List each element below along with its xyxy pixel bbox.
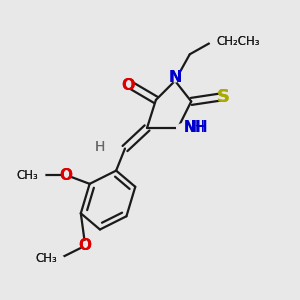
Ellipse shape <box>62 171 70 179</box>
Text: O: O <box>60 167 73 182</box>
Text: H: H <box>95 140 105 154</box>
Text: CH₃: CH₃ <box>35 252 57 266</box>
Ellipse shape <box>81 242 89 250</box>
Text: O: O <box>121 78 135 93</box>
Ellipse shape <box>96 143 104 151</box>
Ellipse shape <box>32 171 45 179</box>
Text: NH: NH <box>183 120 208 135</box>
Text: S: S <box>217 88 230 106</box>
Ellipse shape <box>220 93 228 101</box>
Text: O: O <box>79 238 92 253</box>
Ellipse shape <box>210 37 223 45</box>
Text: CH₂CH₃: CH₂CH₃ <box>216 34 260 48</box>
Text: N: N <box>168 70 182 86</box>
Text: N: N <box>168 70 182 86</box>
Ellipse shape <box>124 81 132 89</box>
Text: CH₃: CH₃ <box>16 169 38 182</box>
Text: O: O <box>121 78 135 93</box>
Text: H: H <box>95 140 105 154</box>
Text: CH₂CH₃: CH₂CH₃ <box>216 34 260 48</box>
Text: NH: NH <box>183 120 205 135</box>
Text: CH₃: CH₃ <box>16 169 38 182</box>
Text: O: O <box>79 238 92 253</box>
Text: CH₃: CH₃ <box>35 252 57 266</box>
Ellipse shape <box>51 255 64 263</box>
Ellipse shape <box>177 124 190 132</box>
Ellipse shape <box>171 74 179 82</box>
Text: S: S <box>217 88 230 106</box>
Text: O: O <box>60 167 73 182</box>
